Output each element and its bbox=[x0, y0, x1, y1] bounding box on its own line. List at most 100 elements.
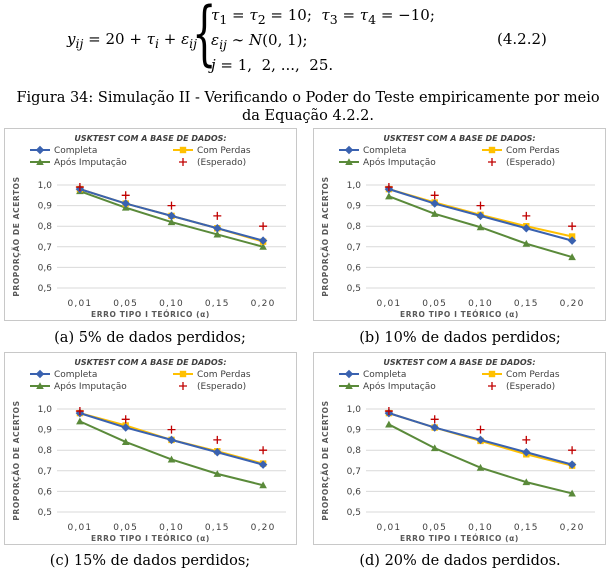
data-point bbox=[522, 239, 531, 247]
legend-marker bbox=[36, 382, 44, 389]
figure-caption: Figura 34: Simulação II - Verificando o … bbox=[16, 90, 600, 124]
y-tick-label: 0,9 bbox=[38, 426, 53, 436]
equation-case-3: j = 1, 2, ..., 25. bbox=[211, 56, 334, 74]
legend-item-completa: Completa bbox=[30, 369, 97, 380]
chart-title: USKTEST COM A BASE DE DADOS: bbox=[74, 358, 226, 367]
data-point bbox=[476, 201, 485, 210]
data-point bbox=[258, 460, 268, 469]
x-axis-title: ERRO TIPO I TEÓRICO (α) bbox=[91, 310, 210, 319]
legend-item-completa: Completa bbox=[30, 145, 97, 156]
legend-item-esperado: (Esperado) bbox=[179, 382, 246, 392]
legend-item-apos-imputacao: Após Imputação bbox=[30, 381, 127, 392]
chart-panel-d: USKTEST COM A BASE DE DADOS: Completa Com … bbox=[313, 352, 606, 545]
data-point bbox=[258, 236, 268, 245]
y-tick-label: 0,7 bbox=[347, 467, 361, 477]
series-apos-imputacao bbox=[385, 192, 576, 261]
data-point bbox=[568, 253, 576, 261]
data-point bbox=[121, 199, 130, 208]
legend-item-com-perdas: Com Perdas bbox=[482, 370, 560, 380]
legend-marker bbox=[35, 145, 45, 155]
data-point bbox=[75, 407, 84, 416]
y-tick-label: 0,5 bbox=[347, 508, 361, 518]
x-tick-label: 0,20 bbox=[251, 299, 276, 309]
data-point bbox=[522, 224, 531, 233]
data-point bbox=[75, 183, 84, 192]
y-tick-label: 0,8 bbox=[347, 222, 362, 232]
data-point bbox=[213, 230, 222, 238]
data-point bbox=[76, 417, 84, 425]
data-point bbox=[430, 191, 439, 200]
data-point bbox=[476, 435, 485, 445]
legend-item-esperado: (Esperado) bbox=[488, 382, 555, 392]
chart-title: USKTEST COM A BASE DE DADOS: bbox=[74, 134, 226, 143]
series-apos-imputacao bbox=[385, 420, 576, 497]
x-tick-label: 0,15 bbox=[514, 523, 539, 533]
x-tick-label: 0,01 bbox=[376, 299, 401, 309]
x-axis-title: ERRO TIPO I TEÓRICO (α) bbox=[400, 310, 519, 319]
data-point bbox=[259, 481, 267, 489]
y-tick-label: 0,8 bbox=[38, 446, 53, 456]
equation-number: (4.2.2) bbox=[497, 30, 547, 48]
legend-label: Após Imputação bbox=[363, 157, 436, 168]
equation-brace: { bbox=[192, 0, 217, 74]
x-axis-title: ERRO TIPO I TEÓRICO (α) bbox=[400, 534, 519, 543]
series-esperado bbox=[384, 183, 577, 231]
legend-label: Com Perdas bbox=[506, 146, 560, 156]
data-point bbox=[167, 425, 176, 434]
data-point bbox=[568, 222, 577, 231]
chart-panel-c: USKTEST COM A BASE DE DADOS: Completa Com … bbox=[4, 352, 297, 545]
legend-label: Completa bbox=[363, 146, 406, 156]
data-point bbox=[121, 415, 130, 424]
data-point bbox=[213, 224, 222, 233]
data-point bbox=[213, 470, 222, 477]
x-tick-label: 0,10 bbox=[468, 523, 493, 533]
data-point bbox=[568, 489, 576, 497]
y-tick-label: 1,0 bbox=[347, 181, 362, 191]
equation-block: yij = 20 + τi + εij { τ1 = τ2 = 10; τ3 =… bbox=[0, 0, 616, 80]
data-point bbox=[167, 211, 176, 221]
data-point bbox=[476, 425, 485, 434]
x-tick-label: 0,01 bbox=[67, 299, 92, 309]
x-tick-label: 0,15 bbox=[205, 299, 230, 309]
subcaption-d: (d) 20% de dados perdidos. bbox=[359, 553, 561, 569]
y-tick-label: 0,6 bbox=[347, 263, 362, 273]
data-point bbox=[430, 210, 439, 217]
legend-marker bbox=[488, 370, 496, 378]
x-tick-label: 0,20 bbox=[251, 523, 276, 533]
x-tick-label: 0,05 bbox=[422, 523, 447, 533]
y-tick-label: 0,8 bbox=[38, 222, 53, 232]
legend-marker bbox=[345, 158, 353, 165]
x-tick-label: 0,01 bbox=[67, 523, 92, 533]
legend-label: Após Imputação bbox=[54, 381, 127, 392]
legend-item-apos-imputacao: Após Imputação bbox=[339, 157, 436, 168]
equation-case-2: εij ∼ N(0, 1); bbox=[211, 31, 308, 52]
subcaption-b: (b) 10% de dados perdidos; bbox=[359, 330, 561, 346]
data-point bbox=[476, 223, 485, 231]
legend-item-esperado: (Esperado) bbox=[488, 158, 555, 168]
y-axis-title: PROPORÇÃO DE ACERTOS bbox=[12, 400, 21, 520]
y-tick-label: 0,6 bbox=[38, 263, 53, 273]
legend-label: (Esperado) bbox=[506, 382, 555, 392]
data-point bbox=[384, 407, 393, 416]
series-completa bbox=[384, 184, 577, 245]
chart-panel-a: USKTEST COM A BASE DE DADOS: Completa Com … bbox=[4, 128, 297, 321]
y-tick-label: 0,7 bbox=[38, 467, 52, 477]
x-tick-label: 0,15 bbox=[205, 523, 230, 533]
data-point bbox=[567, 236, 577, 245]
data-point bbox=[522, 435, 531, 444]
x-tick-label: 0,10 bbox=[159, 523, 184, 533]
legend-marker bbox=[488, 158, 496, 166]
data-point bbox=[522, 211, 531, 220]
x-tick-label: 0,10 bbox=[159, 299, 184, 309]
data-point bbox=[259, 222, 268, 231]
series-completa bbox=[75, 184, 268, 245]
y-tick-label: 0,6 bbox=[38, 487, 53, 497]
legend-marker bbox=[179, 158, 187, 166]
legend-marker bbox=[344, 145, 354, 155]
y-axis-title: PROPORÇÃO DE ACERTOS bbox=[321, 400, 330, 520]
data-point bbox=[259, 446, 268, 455]
data-point bbox=[430, 444, 439, 452]
y-tick-label: 0,7 bbox=[347, 243, 361, 253]
series-esperado bbox=[75, 183, 268, 231]
legend-marker bbox=[345, 382, 353, 389]
